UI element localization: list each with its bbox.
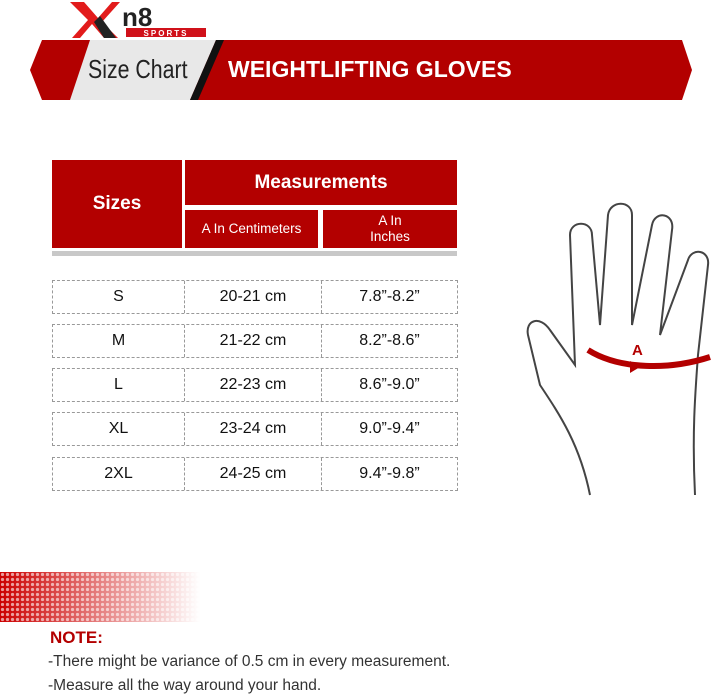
size-cell: 2XL <box>53 458 185 490</box>
banner-size-chart: Size Chart <box>88 54 188 84</box>
size-cell: XL <box>53 413 185 445</box>
cm-cell: 21-22 cm <box>185 325 322 357</box>
inch-cell: 8.6”-9.0” <box>359 376 420 393</box>
header-sizes: Sizes <box>52 160 182 248</box>
inch-cell: 9.0”-9.4” <box>359 420 420 437</box>
hand-outline-icon: A <box>526 202 711 496</box>
size-cell: L <box>53 369 185 401</box>
size-cell: M <box>53 325 185 357</box>
header-measurements: Measurements <box>185 160 457 205</box>
svg-text:SPORTS: SPORTS <box>144 29 189 38</box>
table-row: M 21-22 cm 8.2”-8.6” <box>52 324 458 358</box>
banner-product-title: WEIGHTLIFTING GLOVES <box>228 56 512 82</box>
inch-cell: 7.8”-8.2” <box>359 288 420 305</box>
note-line: -There might be variance of 0.5 cm in ev… <box>48 653 451 670</box>
table-row: XL 23-24 cm 9.0”-9.4” <box>52 412 458 446</box>
divider <box>52 251 457 256</box>
header-inches: A In Inches <box>323 210 457 248</box>
table-row: 2XL 24-25 cm 9.4”-9.8” <box>52 457 458 491</box>
header-cm: A In Centimeters <box>185 210 318 248</box>
cm-cell: 23-24 cm <box>185 413 322 445</box>
note-heading: NOTE: <box>50 628 103 647</box>
table-row: S 20-21 cm 7.8”-8.2” <box>52 280 458 314</box>
dot-pattern <box>0 572 200 622</box>
cm-cell: 24-25 cm <box>185 458 322 490</box>
title-banner <box>30 40 692 100</box>
brand-logo: n8 SPORTS <box>70 2 206 38</box>
note-line: -Measure all the way around your hand. <box>48 677 322 694</box>
inch-cell: 9.4”-9.8” <box>359 465 420 482</box>
svg-text:A: A <box>632 342 643 359</box>
inch-cell: 8.2”-8.6” <box>359 332 420 349</box>
cm-cell: 22-23 cm <box>185 369 322 401</box>
size-cell: S <box>53 281 185 313</box>
cm-cell: 20-21 cm <box>185 281 322 313</box>
svg-text:n8: n8 <box>122 2 152 32</box>
table-row: L 22-23 cm 8.6”-9.0” <box>52 368 458 402</box>
